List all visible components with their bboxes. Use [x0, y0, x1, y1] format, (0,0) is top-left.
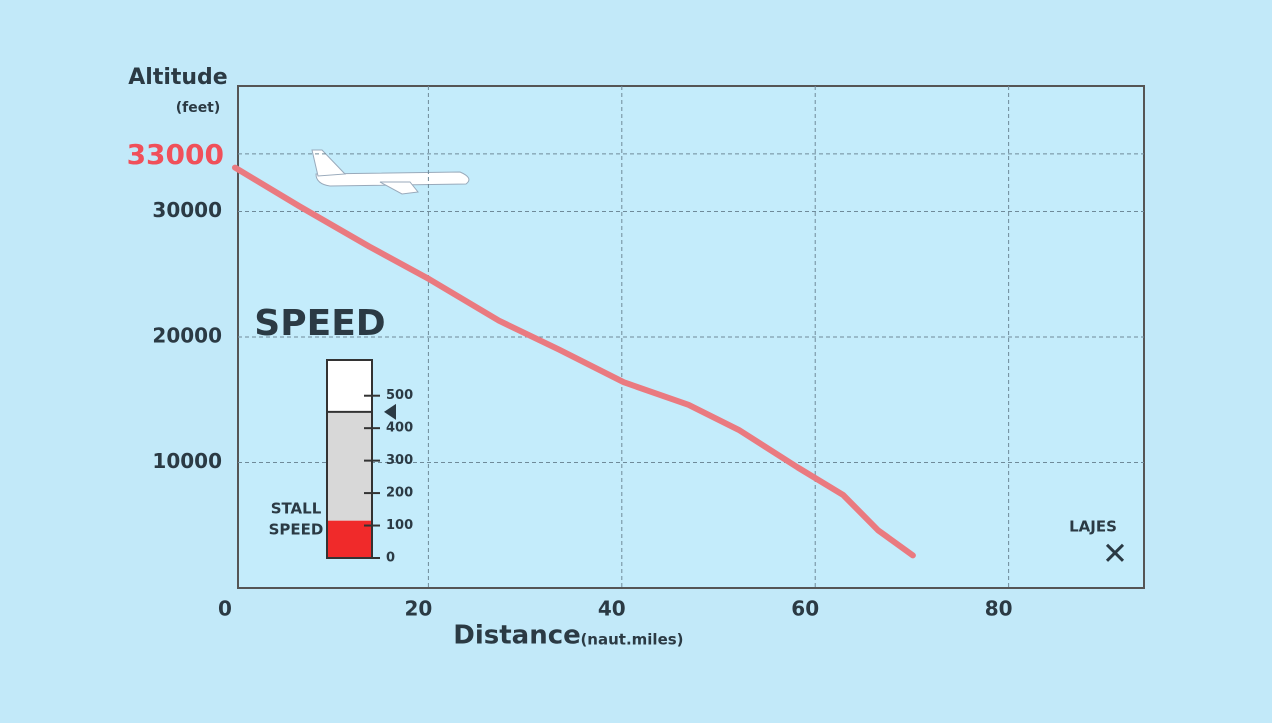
gauge-speed	[327, 411, 372, 521]
gauge-tick-label: 200	[386, 486, 413, 501]
x-tick-label: 60	[791, 597, 819, 621]
gauge-tick-label: 100	[386, 518, 413, 533]
destination-marker	[1105, 543, 1125, 562]
airplane-icon	[311, 149, 470, 195]
y-tick-label: 20000	[152, 324, 222, 348]
x-tick-label: 0	[218, 597, 232, 621]
highlight-tick-label: 33000	[127, 138, 224, 171]
data-line	[232, 164, 916, 559]
gauge-stall	[327, 520, 372, 558]
x-tick-label: 80	[985, 597, 1013, 621]
stall-label: SPEED	[269, 521, 324, 539]
destination-label: LAJES	[1069, 517, 1117, 535]
y-tick-label: 10000	[152, 449, 222, 473]
y-tick-label: 30000	[152, 198, 222, 222]
gauge-tick-label: 0	[386, 551, 395, 566]
gauge-pointer	[384, 403, 396, 420]
x-tick-label: 40	[598, 597, 626, 621]
x-axis-label: Distance	[453, 621, 581, 651]
x-axis-unit: (naut.miles)	[580, 631, 683, 649]
y-axis-label: Altitude	[128, 65, 227, 90]
stall-label: STALL	[271, 500, 322, 518]
gauge-tick-label: 500	[386, 388, 413, 403]
gauge-tick-label: 300	[386, 453, 413, 468]
y-axis-unit: (feet)	[176, 100, 221, 116]
gauge-title: SPEED	[254, 303, 385, 344]
gauge-tick-label: 400	[386, 421, 413, 436]
x-tick-label: 20	[404, 597, 432, 621]
